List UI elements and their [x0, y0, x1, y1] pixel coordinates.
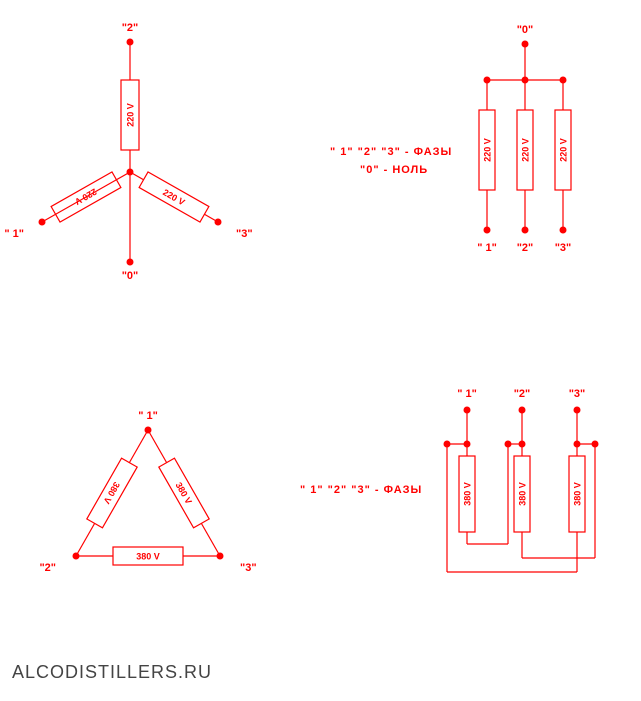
svg-text:380 V: 380 V — [517, 482, 527, 506]
watermark: ALCODISTILLERS.RU — [12, 662, 212, 683]
svg-text:220 V: 220 V — [125, 103, 135, 127]
svg-text:"3": "3" — [555, 242, 572, 254]
svg-text:380 V: 380 V — [136, 551, 160, 561]
svg-text:"3": "3" — [569, 388, 586, 400]
svg-text:"2": "2" — [517, 242, 534, 254]
svg-text:220 V: 220 V — [558, 138, 568, 162]
svg-text:" 1" "2" "3" - ФАЗЫ: " 1" "2" "3" - ФАЗЫ — [330, 146, 452, 158]
svg-text:" 1": " 1" — [4, 228, 24, 240]
svg-text:"0": "0" — [122, 270, 139, 282]
svg-text:" 1": " 1" — [138, 410, 158, 422]
svg-text:220 V: 220 V — [482, 138, 492, 162]
svg-text:380 V: 380 V — [572, 482, 582, 506]
electrical-diagram: "0" 220 V "2" 220 V " 1" 220 V "3" " 1" "2" "3"… — [0, 0, 641, 701]
svg-text:" 1": " 1" — [457, 388, 477, 400]
svg-text:"2": "2" — [514, 388, 531, 400]
svg-text:220 V: 220 V — [520, 138, 530, 162]
svg-text:380 V: 380 V — [462, 482, 472, 506]
svg-text:"2": "2" — [122, 22, 139, 34]
svg-text:" 1" "2" "3" - ФАЗЫ: " 1" "2" "3" - ФАЗЫ — [300, 484, 422, 496]
svg-text:"0" - НОЛЬ: "0" - НОЛЬ — [360, 164, 428, 176]
svg-text:" 1": " 1" — [477, 242, 497, 254]
svg-text:"3": "3" — [240, 562, 257, 574]
svg-text:"3": "3" — [236, 228, 253, 240]
svg-text:"2": "2" — [39, 562, 56, 574]
svg-text:"0": "0" — [517, 24, 534, 36]
